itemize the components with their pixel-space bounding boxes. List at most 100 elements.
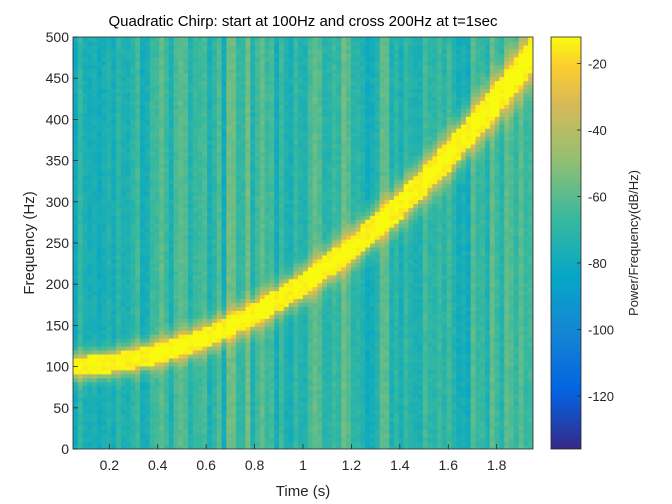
spectrogram-cell [111, 72, 117, 78]
spectrogram-cell [197, 441, 203, 446]
spectrogram-cell [87, 171, 93, 177]
spectrogram-cell [235, 120, 242, 125]
spectrogram-cell [144, 120, 151, 125]
spectrogram-cell [207, 254, 213, 260]
spectrogram-cell [269, 92, 275, 98]
spectrogram-cell [264, 243, 271, 248]
spectrogram-cell [135, 92, 141, 98]
spectrogram-cell [130, 76, 136, 82]
spectrogram-cell [226, 278, 232, 284]
spectrogram-cell [255, 417, 261, 422]
spectrogram-cell [168, 298, 175, 304]
spectrogram-cell [149, 191, 156, 197]
spectrogram-cell [255, 104, 261, 109]
spectrogram-cell [120, 96, 127, 101]
spectrogram-cell [245, 235, 251, 240]
spectrogram-cell [293, 155, 299, 161]
spectrogram-cell [188, 183, 194, 189]
spectrogram-cell [140, 385, 146, 391]
spectrogram-cell [279, 441, 285, 446]
spectrogram-cell [207, 211, 213, 216]
spectrogram-cell [106, 211, 112, 216]
spectrogram-cell [188, 282, 194, 288]
spectrogram-cell [293, 405, 299, 410]
spectrogram-cell [216, 433, 223, 438]
spectrogram-cell [288, 80, 295, 86]
spectrogram-cell [216, 191, 223, 197]
spectrogram-cell [274, 235, 280, 240]
spectrogram-cell [130, 417, 136, 422]
spectrogram-cell [235, 334, 242, 339]
spectrogram-cell [269, 445, 275, 449]
spectrogram-cell [125, 270, 132, 276]
spectrogram-cell [120, 437, 127, 442]
spectrogram-cell [168, 199, 175, 204]
spectrogram-cell [226, 52, 232, 58]
spectrogram-cell [298, 258, 304, 264]
spectrogram-cell [106, 239, 112, 244]
spectrogram-cell [159, 417, 165, 422]
spectrogram-cell [154, 191, 160, 197]
spectrogram-cell [82, 199, 88, 204]
spectrogram-cell [283, 246, 290, 252]
spectrogram-cell [279, 227, 285, 232]
spectrogram-cell [144, 100, 151, 105]
spectrogram-cell [235, 429, 242, 434]
spectrogram-cell [259, 223, 266, 228]
spectrogram-cell [135, 40, 141, 46]
spectrogram-cell [168, 68, 175, 74]
spectrogram-cell [106, 84, 112, 90]
spectrogram-cell [92, 64, 98, 70]
spectrogram-cell [264, 132, 271, 137]
spectrogram-cell [73, 250, 79, 256]
spectrogram-cell [216, 361, 223, 367]
spectrogram-cell [111, 108, 117, 113]
spectrogram-cell [120, 310, 127, 315]
spectrogram-cell [188, 302, 194, 307]
spectrogram-cell [96, 163, 103, 169]
spectrogram-cell [240, 262, 247, 268]
spectrogram-cell [106, 246, 112, 252]
spectrogram-cell [259, 239, 266, 244]
spectrogram-cell [173, 151, 180, 157]
spectrogram-cell [178, 381, 184, 387]
spectrogram-cell [231, 433, 237, 438]
spectrogram-cell [82, 147, 88, 153]
spectrogram-cell [140, 330, 146, 335]
spectrogram-cell [116, 132, 122, 137]
spectrogram-cell [111, 56, 117, 62]
spectrogram-cell [274, 278, 280, 284]
spectrogram-cell [255, 159, 261, 165]
spectrogram-cell [168, 334, 175, 339]
spectrogram-cell [298, 84, 304, 90]
spectrogram-cell [73, 266, 79, 272]
spectrogram-cell [283, 258, 290, 264]
spectrogram-cell [235, 48, 242, 54]
spectrogram-cell [140, 203, 146, 208]
spectrogram-cell [197, 318, 203, 323]
spectrogram-cell [120, 290, 127, 296]
spectrogram-cell [298, 80, 304, 86]
spectrogram-cell [283, 409, 290, 414]
spectrogram-cell [207, 175, 213, 181]
spectrogram-cell [293, 250, 299, 256]
spectrogram-cell [149, 326, 156, 331]
spectrogram-cell [173, 334, 180, 339]
spectrogram-cell [164, 262, 170, 268]
spectrogram-cell [245, 128, 251, 133]
spectrogram-cell [164, 377, 170, 383]
spectrogram-cell [274, 167, 280, 173]
spectrogram-cell [82, 132, 88, 137]
spectrogram-cell [183, 405, 189, 410]
spectrogram-cell [188, 437, 194, 442]
spectrogram-cell [130, 282, 136, 288]
spectrogram-cell [178, 349, 184, 355]
spectrogram-cell [144, 191, 151, 197]
spectrogram-cell [149, 104, 156, 109]
spectrogram-cell [240, 306, 247, 311]
spectrogram-cell [202, 219, 208, 224]
spectrogram-cell [135, 338, 141, 343]
spectrogram-cell [77, 389, 84, 395]
spectrogram-cell [298, 314, 304, 319]
spectrogram-cell [250, 246, 256, 252]
